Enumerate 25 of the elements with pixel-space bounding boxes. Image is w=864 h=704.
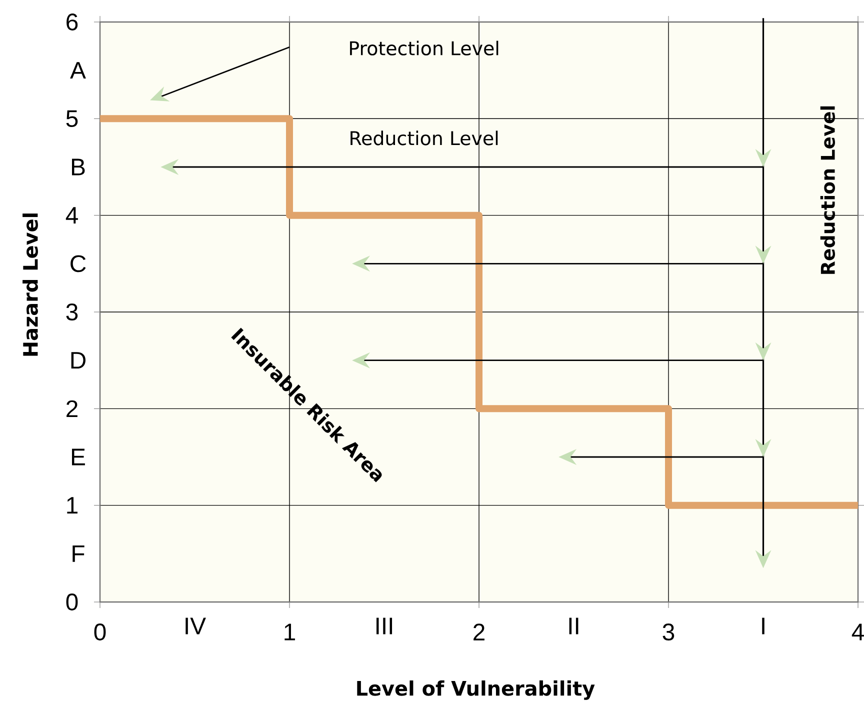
x-tick-label: 0 [94, 624, 106, 640]
y-tick-label: 3 [66, 304, 78, 320]
y-tick-label: 0 [66, 594, 78, 610]
x-tick-label: 2 [474, 624, 484, 640]
x-tick-label: III [376, 618, 392, 634]
x-tick-label: IV [186, 618, 206, 634]
y-tick-label: D [71, 352, 86, 369]
x-axis-title: Level of Vulnerability [357, 680, 595, 700]
y-tick-label: 1 [67, 497, 78, 514]
y-tick-label: A [70, 62, 86, 79]
y-tick-label: 2 [66, 400, 78, 418]
y-axis-title: Hazard Level [22, 214, 38, 356]
x-tick-label: I [762, 618, 764, 634]
x-tick-label: 4 [852, 624, 864, 640]
y-tick-label: 5 [66, 110, 78, 128]
x-tick-label: II [569, 618, 578, 634]
y-tick-label: B [72, 158, 85, 176]
y-tick-label: F [72, 545, 84, 562]
y-tick-label: C [70, 255, 86, 272]
y-tick-label: 6 [66, 14, 78, 30]
y-tick-label: 4 [66, 207, 78, 224]
x-tick-label: 3 [662, 624, 674, 640]
annotation: Reduction Level [820, 106, 836, 274]
x-tick-label: 1 [284, 624, 295, 640]
y-tick-label: E [72, 448, 85, 466]
